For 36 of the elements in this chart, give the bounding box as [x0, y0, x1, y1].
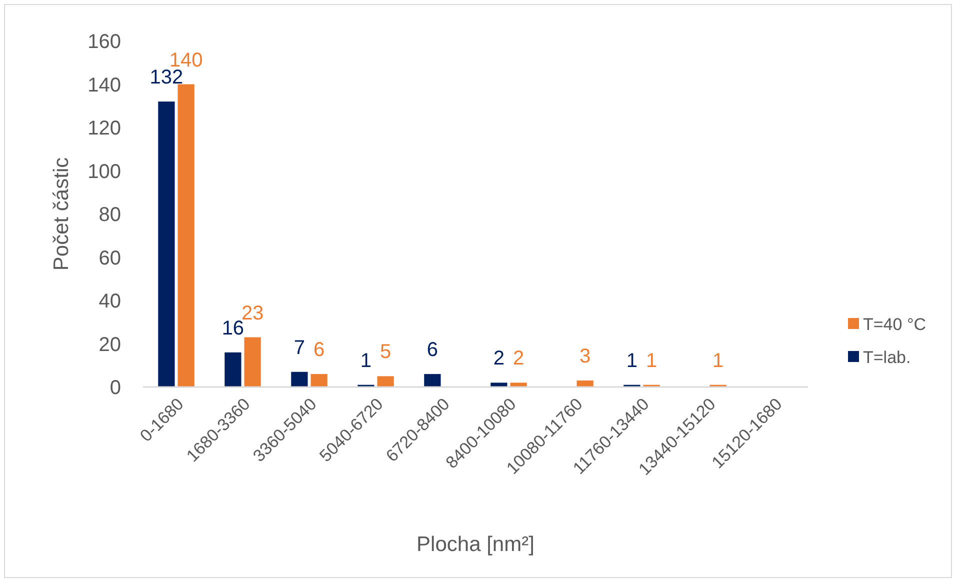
bar — [244, 337, 261, 387]
bar — [490, 382, 508, 387]
data-label: 7 — [294, 336, 305, 359]
y-axis-title: Počet částic — [50, 157, 73, 271]
data-label: 1 — [712, 350, 724, 372]
y-tick-label: 40 — [98, 290, 121, 312]
bar — [158, 102, 175, 387]
y-tick-label: 0 — [110, 377, 121, 399]
legend-label: T=lab. — [863, 348, 911, 367]
data-label: 6 — [426, 339, 438, 362]
data-label: 2 — [493, 348, 504, 370]
data-label: 6 — [314, 339, 325, 362]
data-label: 132 — [150, 66, 184, 89]
data-label: 1 — [646, 350, 658, 372]
y-tick-label: 60 — [98, 247, 121, 270]
data-label: 2 — [513, 348, 524, 370]
bar — [576, 380, 594, 387]
bar — [310, 374, 328, 387]
y-tick-label: 140 — [88, 74, 121, 96]
bar — [224, 352, 242, 387]
data-label: 5 — [380, 341, 392, 364]
legend-label: T=40 °C — [863, 314, 926, 334]
y-tick-label: 160 — [88, 31, 121, 53]
bar — [510, 382, 527, 387]
data-label: 1 — [360, 350, 372, 372]
bar — [291, 372, 308, 387]
bar — [424, 374, 441, 387]
y-tick-label: 80 — [98, 204, 121, 226]
x-axis-title: Plocha [nm²] — [416, 533, 534, 556]
y-tick-label: 20 — [98, 334, 121, 356]
bar — [377, 376, 394, 387]
bar — [178, 84, 194, 387]
y-tick-label: 120 — [88, 118, 121, 140]
y-tick-label: 100 — [88, 160, 121, 183]
data-label: 1 — [626, 350, 638, 372]
data-label: 3 — [580, 346, 591, 368]
